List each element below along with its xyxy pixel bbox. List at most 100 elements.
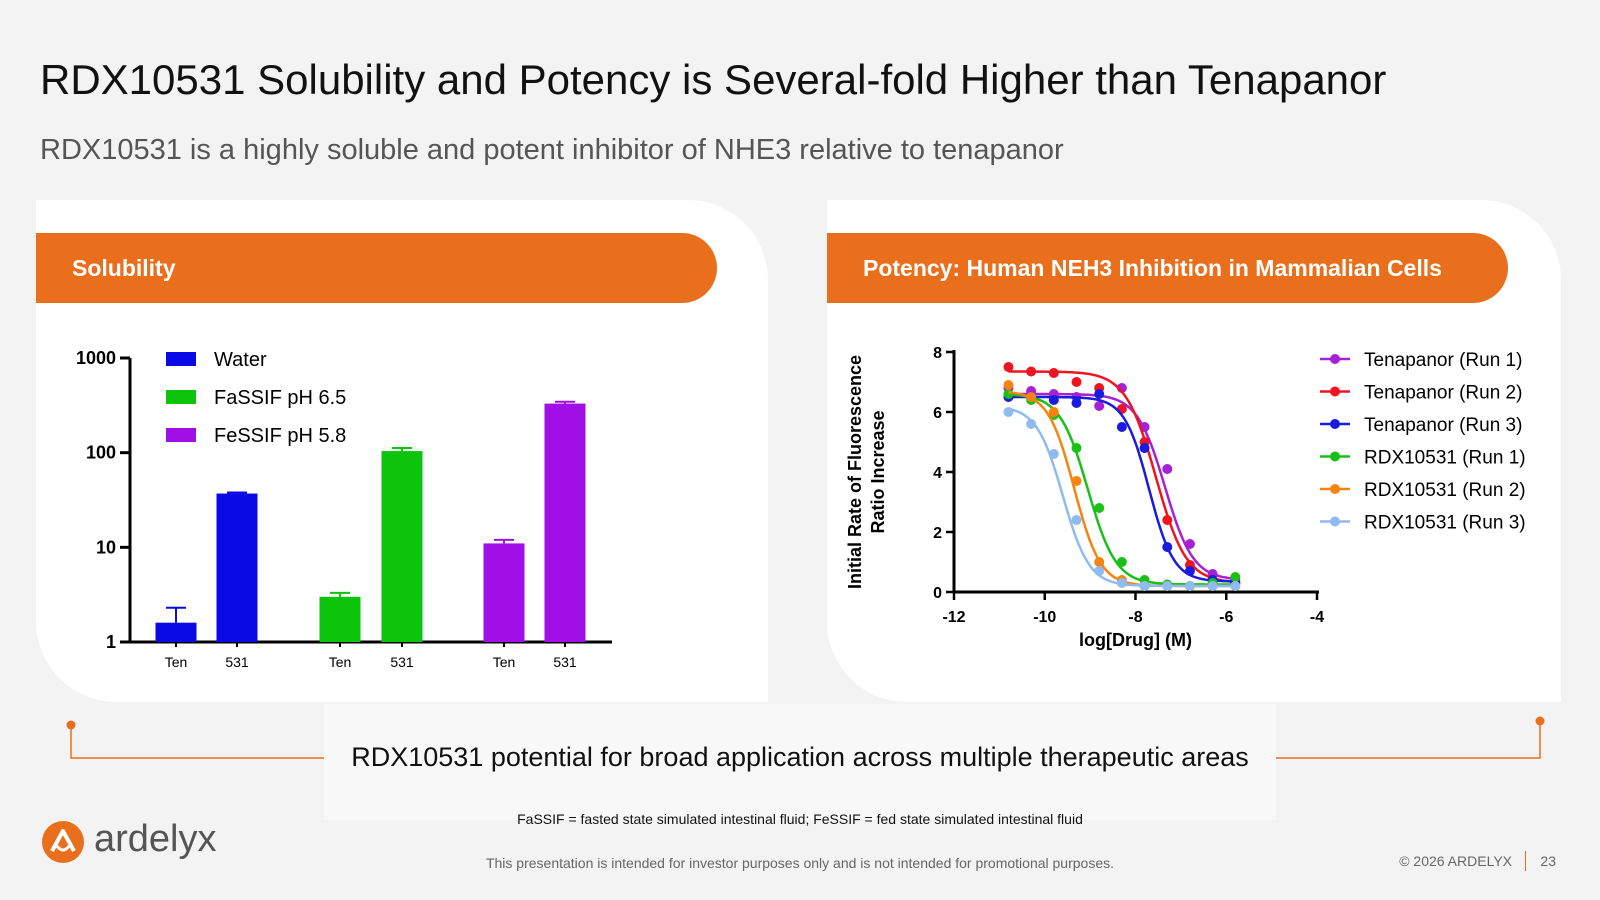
page-subtitle: RDX10531 is a highly soluble and potent … <box>40 134 1064 166</box>
potency-header: Potency: Human NEH3 Inhibition in Mammal… <box>827 233 1508 303</box>
potency-chart: 0 2 4 6 8 -12 -10 -8 -6 -4 log[Drug] (M) Initial Ra… <box>845 345 1526 650</box>
data-point <box>1162 464 1173 474</box>
x-tick-label: -12 <box>942 609 965 626</box>
data-point <box>1071 515 1082 525</box>
data-point <box>1094 503 1105 513</box>
data-point <box>1116 578 1127 588</box>
legend-marker <box>1330 354 1340 364</box>
fit-curve <box>1008 370 1236 584</box>
data-point <box>1116 422 1127 432</box>
legend-label: RDX10531 (Run 1) <box>1364 448 1526 469</box>
x-tick-label: -8 <box>1128 609 1142 626</box>
fit-curve <box>1008 393 1236 586</box>
x-tick-label: -4 <box>1310 609 1324 626</box>
data-point <box>1230 572 1241 582</box>
x-tick-label: Ten <box>329 654 352 670</box>
x-tick-label: 531 <box>390 654 414 670</box>
copyright: © 2026 ARDELYX <box>1399 853 1512 869</box>
data-point <box>1071 476 1082 486</box>
bar <box>155 622 197 642</box>
data-point <box>1094 566 1105 576</box>
legend-label: FaSSIF pH 6.5 <box>214 387 346 409</box>
page-number: 23 <box>1540 853 1556 869</box>
legend-label: Tenapanor (Run 2) <box>1364 383 1522 404</box>
data-point <box>1116 557 1127 567</box>
bar <box>319 596 361 642</box>
callout-text: RDX10531 potential for broad application… <box>351 742 1249 772</box>
data-point <box>1162 515 1173 525</box>
footer-divider <box>1525 851 1526 871</box>
bar <box>483 543 525 642</box>
legend-marker <box>1330 451 1340 462</box>
legend-label: Tenapanor (Run 3) <box>1364 415 1522 436</box>
x-tick-label: 531 <box>553 654 577 670</box>
fit-curve <box>1008 395 1236 583</box>
data-point <box>1071 377 1082 387</box>
x-tick-label: -10 <box>1033 609 1056 626</box>
data-point <box>1184 581 1195 591</box>
legend-label: RDX10531 (Run 3) <box>1364 513 1526 534</box>
ardelyx-logo-icon <box>42 821 84 863</box>
y-tick-label: 2 <box>933 525 942 542</box>
y-axis-label-line2: Ratio Increase <box>868 410 888 533</box>
data-point <box>1048 395 1059 405</box>
legend-label: FeSSIF pH 5.8 <box>214 425 346 447</box>
y-tick-label: 1000 <box>76 348 116 368</box>
y-tick-label: 6 <box>933 405 942 422</box>
legend-marker <box>1330 484 1340 494</box>
data-point <box>1162 581 1173 591</box>
footnote: FaSSIF = fasted state simulated intestin… <box>517 811 1083 827</box>
legend-swatch <box>166 390 196 404</box>
legend-label: Water <box>214 349 267 371</box>
data-point <box>1139 443 1150 453</box>
data-point <box>1094 389 1105 399</box>
y-tick-label: 0 <box>933 585 942 602</box>
data-point <box>1094 401 1105 411</box>
bar <box>216 493 258 642</box>
data-point <box>1048 368 1059 378</box>
ardelyx-logo-text: ardelyx <box>94 818 217 860</box>
data-point <box>1003 362 1014 372</box>
legend-marker <box>1330 419 1340 429</box>
solubility-header: Solubility <box>36 233 717 303</box>
y-tick-label: 100 <box>86 443 116 463</box>
callout-box <box>324 704 1276 820</box>
data-point <box>1230 581 1241 591</box>
data-point <box>1048 407 1059 417</box>
bar <box>381 451 423 642</box>
disclaimer: This presentation is intended for invest… <box>485 855 1115 871</box>
data-point <box>1003 380 1014 390</box>
x-tick-label: -6 <box>1219 609 1233 626</box>
x-tick-label: 531 <box>225 654 249 670</box>
y-axis-label-line1: Initial Rate of Fluorescence <box>845 355 865 589</box>
legend-label: RDX10531 (Run 2) <box>1364 480 1526 501</box>
legend-swatch <box>166 428 196 442</box>
data-point <box>1071 398 1082 408</box>
page-title: RDX10531 Solubility and Potency is Sever… <box>40 56 1387 103</box>
data-point <box>1003 407 1014 417</box>
y-tick-label: 4 <box>933 465 942 482</box>
x-axis-label: log[Drug] (M) <box>1079 630 1192 650</box>
data-point <box>1026 419 1037 429</box>
y-tick-label: 10 <box>96 537 116 557</box>
legend-label: Tenapanor (Run 1) <box>1364 350 1522 371</box>
legend-marker <box>1330 516 1340 527</box>
x-tick-label: Ten <box>493 654 516 670</box>
data-point <box>1026 366 1037 377</box>
data-point <box>1184 566 1195 576</box>
data-point <box>1139 581 1150 591</box>
data-point <box>1184 539 1195 549</box>
data-point <box>1071 443 1082 453</box>
legend-swatch <box>166 352 196 366</box>
data-point <box>1094 557 1105 567</box>
bar <box>544 403 586 642</box>
data-point <box>1207 581 1218 591</box>
y-tick-label: 8 <box>933 345 942 362</box>
data-point <box>1162 542 1173 552</box>
legend-marker <box>1330 386 1340 397</box>
data-point <box>1048 449 1059 459</box>
solubility-chart: 1 10 100 1000 Ten 531 Ten 531 Ten 531 Water FaSSIF … <box>76 348 612 670</box>
fit-curve <box>1008 392 1236 581</box>
x-tick-label: Ten <box>165 654 188 670</box>
